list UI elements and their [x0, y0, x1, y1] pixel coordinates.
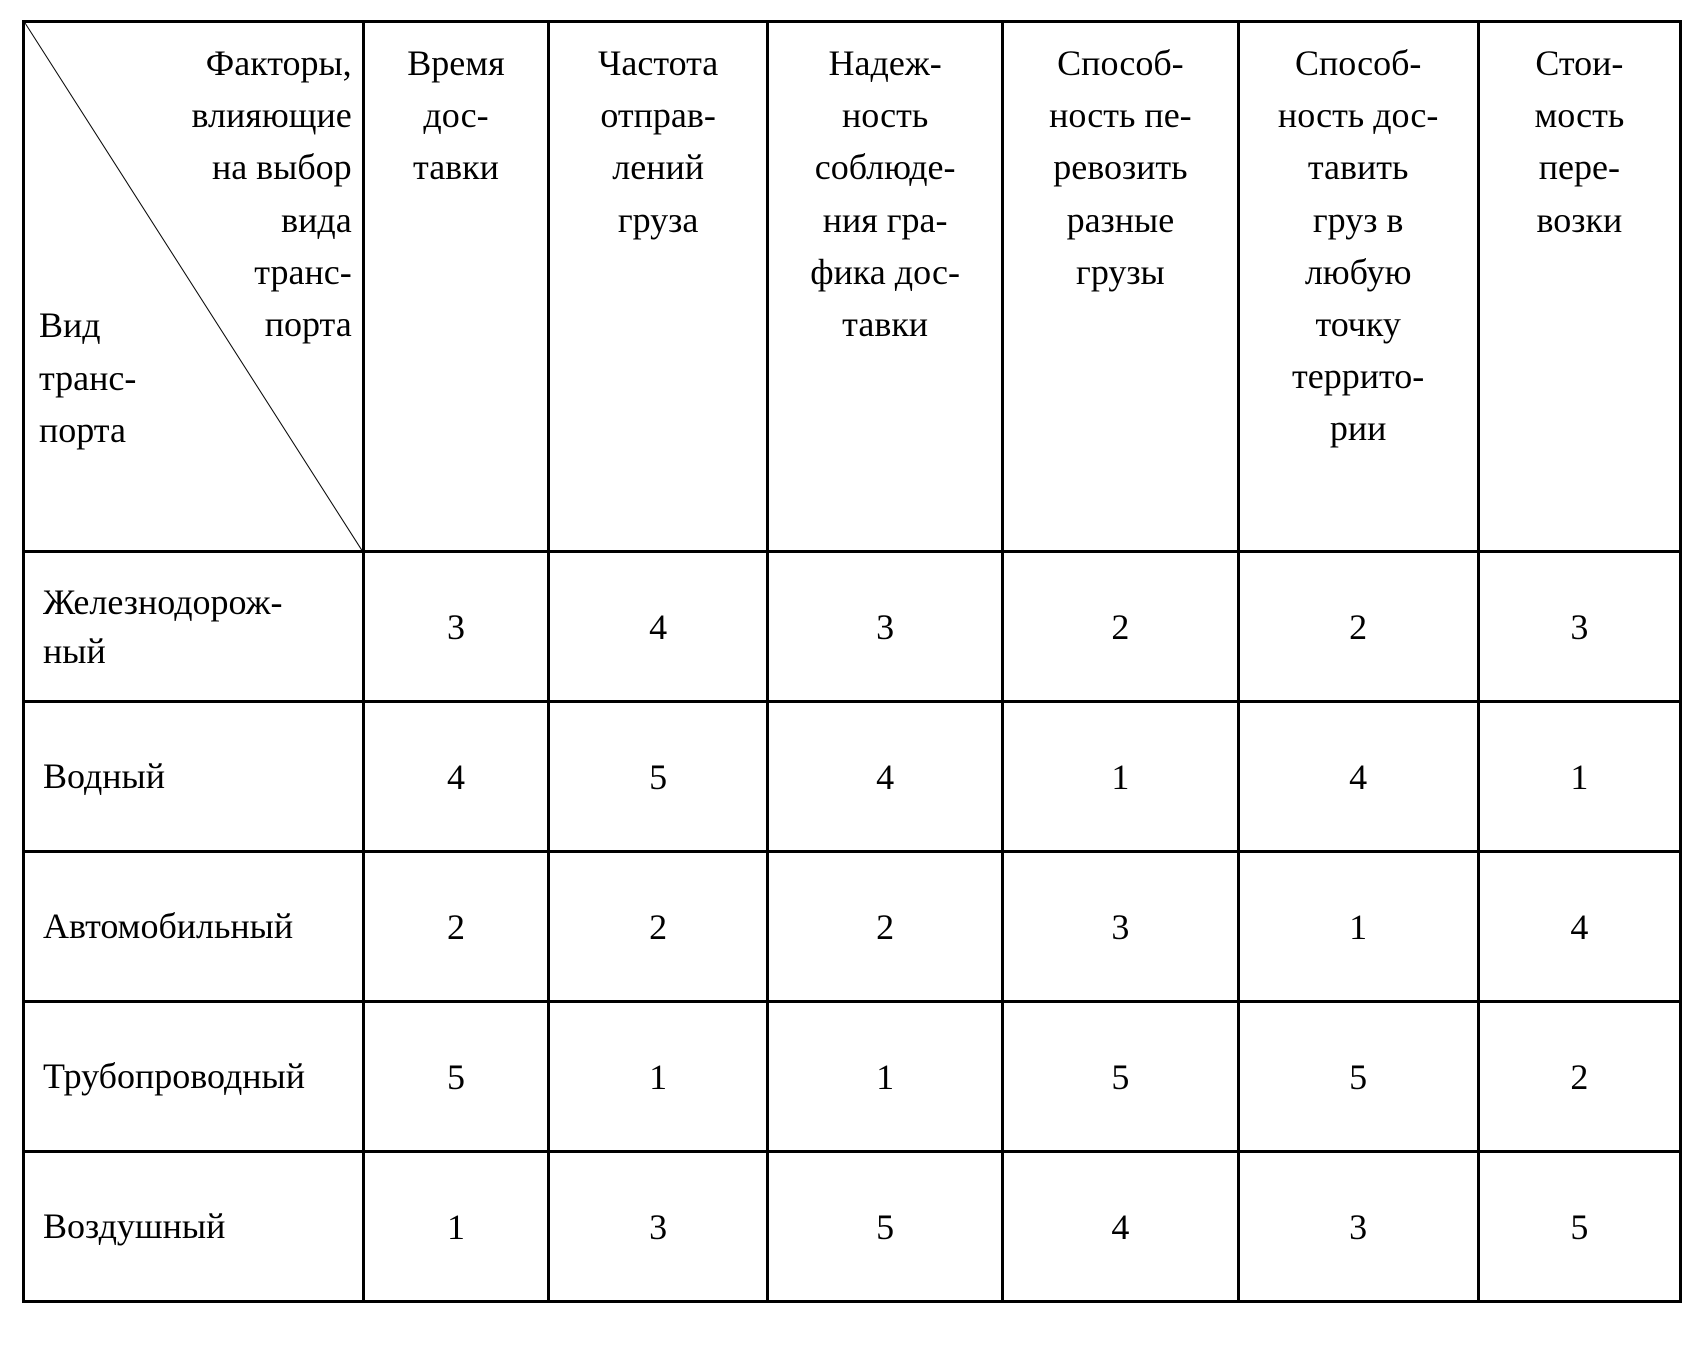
col-header-label: Частотаотправ-ленийгруза [598, 43, 718, 240]
col-header-1: Частотаотправ-ленийгруза [549, 22, 768, 552]
cell: 3 [1478, 552, 1680, 702]
row-label: Трубопроводный [24, 1002, 364, 1152]
cell: 4 [1003, 1152, 1238, 1302]
col-header-0: Времядос-тавки [363, 22, 549, 552]
cell: 2 [363, 852, 549, 1002]
table-row: Воздушный 1 3 5 4 3 5 [24, 1152, 1681, 1302]
row-label: Водный [24, 702, 364, 852]
cell: 3 [1003, 852, 1238, 1002]
col-header-2: Надеж-ностьсоблюде-ния гра-фика дос-тавк… [767, 22, 1002, 552]
col-header-5: Стои-мостьпере-возки [1478, 22, 1680, 552]
cell: 1 [1003, 702, 1238, 852]
cell: 5 [1478, 1152, 1680, 1302]
header-diagonal-cell: Факторы,влияющиена выборвидатранс-порта … [24, 22, 364, 552]
cell: 4 [363, 702, 549, 852]
transport-factors-table: Факторы,влияющиена выборвидатранс-порта … [22, 20, 1682, 1303]
cell: 5 [549, 702, 768, 852]
cell: 1 [1238, 852, 1478, 1002]
cell: 2 [1003, 552, 1238, 702]
header-diag-top-label: Факторы,влияющиена выборвидатранс-порта [192, 37, 352, 350]
table-row: Железнодорож-ный 3 4 3 2 2 3 [24, 552, 1681, 702]
cell: 3 [363, 552, 549, 702]
header-row: Факторы,влияющиена выборвидатранс-порта … [24, 22, 1681, 552]
table-row: Водный 4 5 4 1 4 1 [24, 702, 1681, 852]
col-header-3: Способ-ность пе-ревозитьразныегрузы [1003, 22, 1238, 552]
col-header-label: Времядос-тавки [407, 43, 504, 187]
table: Факторы,влияющиена выборвидатранс-порта … [22, 20, 1682, 1303]
col-header-label: Стои-мостьпере-возки [1534, 43, 1624, 240]
cell: 2 [767, 852, 1002, 1002]
cell: 4 [549, 552, 768, 702]
cell: 5 [1003, 1002, 1238, 1152]
cell: 2 [1478, 1002, 1680, 1152]
row-label: Воздушный [24, 1152, 364, 1302]
cell: 4 [1478, 852, 1680, 1002]
cell: 3 [549, 1152, 768, 1302]
cell: 5 [1238, 1002, 1478, 1152]
header-diag-bottom-label: Видтранс-порта [39, 299, 136, 456]
cell: 1 [363, 1152, 549, 1302]
table-body: Железнодорож-ный 3 4 3 2 2 3 Водный 4 5 … [24, 552, 1681, 1302]
cell: 1 [1478, 702, 1680, 852]
row-label: Автомобильный [24, 852, 364, 1002]
cell: 5 [767, 1152, 1002, 1302]
table-row: Автомобильный 2 2 2 3 1 4 [24, 852, 1681, 1002]
cell: 3 [1238, 1152, 1478, 1302]
cell: 1 [767, 1002, 1002, 1152]
cell: 2 [549, 852, 768, 1002]
cell: 3 [767, 552, 1002, 702]
col-header-label: Способ-ность дос-тавитьгруз влюбуюточкут… [1278, 43, 1438, 448]
cell: 5 [363, 1002, 549, 1152]
cell: 1 [549, 1002, 768, 1152]
table-row: Трубопроводный 5 1 1 5 5 2 [24, 1002, 1681, 1152]
cell: 2 [1238, 552, 1478, 702]
cell: 4 [1238, 702, 1478, 852]
col-header-4: Способ-ность дос-тавитьгруз влюбуюточкут… [1238, 22, 1478, 552]
cell: 4 [767, 702, 1002, 852]
row-label: Железнодорож-ный [24, 552, 364, 702]
col-header-label: Надеж-ностьсоблюде-ния гра-фика дос-тавк… [810, 43, 960, 344]
col-header-label: Способ-ность пе-ревозитьразныегрузы [1049, 43, 1192, 292]
